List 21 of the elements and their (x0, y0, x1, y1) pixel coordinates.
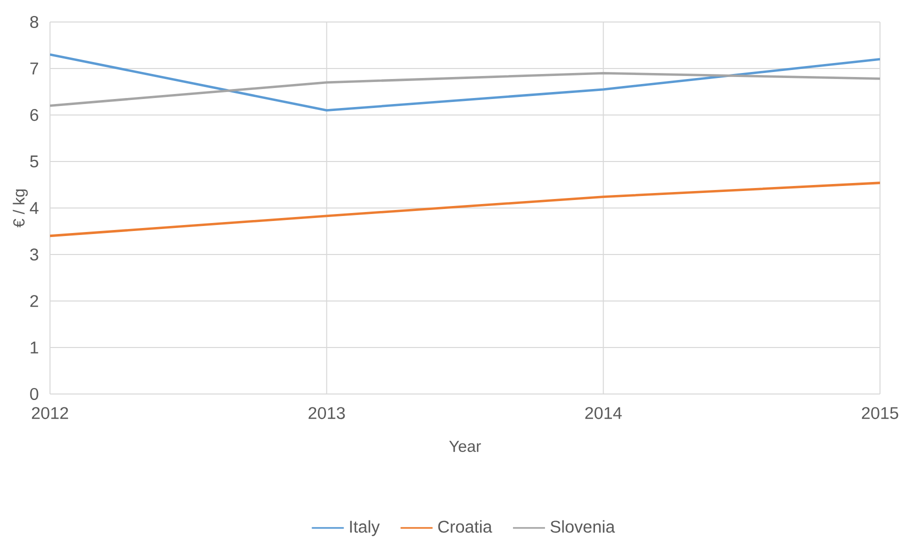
y-tick-label: 7 (30, 62, 38, 75)
line-series (50, 182, 880, 238)
legend-label: Italy (350, 520, 380, 536)
legend-label: Slovenia (550, 520, 615, 533)
y-axis-title: € / kg (12, 190, 28, 228)
y-tick-label: 5 (30, 156, 38, 168)
x-axis-title: Year (449, 441, 481, 452)
line-series (50, 72, 880, 108)
y-tick-label: 4 (30, 202, 38, 214)
y-tick-label: 8 (30, 16, 38, 28)
legend-label: Croatia (438, 520, 492, 533)
y-tick-label: 1 (30, 342, 38, 354)
x-tick-label: 2014 (585, 407, 622, 420)
x-tick-label: 2013 (308, 407, 345, 420)
y-tick-label: 2 (30, 295, 38, 308)
x-tick-label: 2015 (862, 407, 898, 420)
y-tick-label: 3 (30, 248, 38, 261)
line-series (50, 54, 880, 112)
y-tick-label: 6 (30, 109, 38, 122)
y-tick-label: 0 (30, 388, 38, 400)
x-tick-label: 2012 (32, 407, 68, 420)
